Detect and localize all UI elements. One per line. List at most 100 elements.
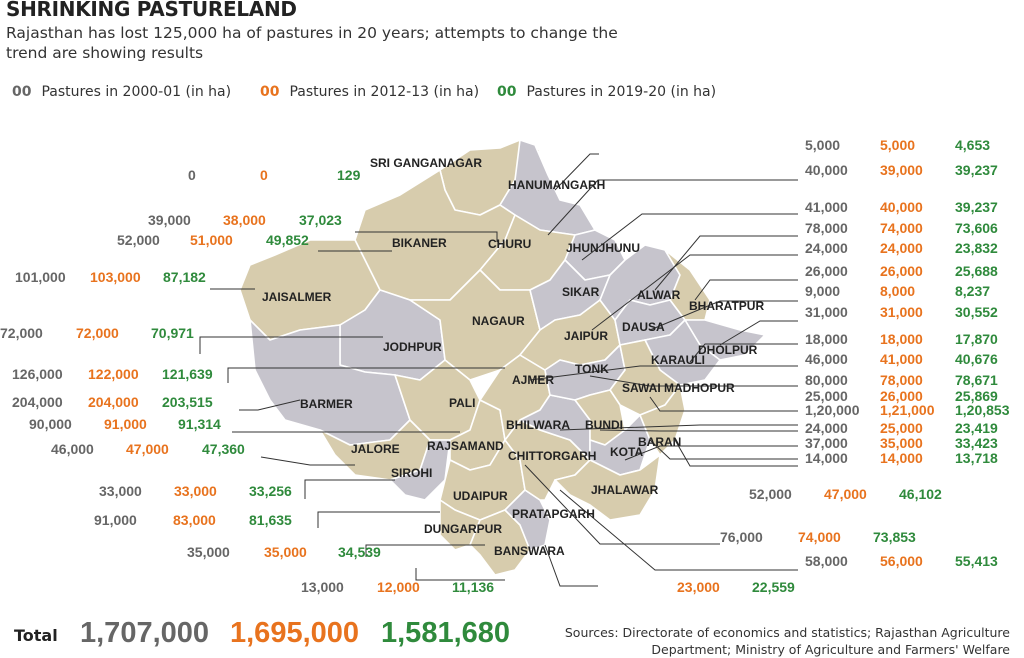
district-label-pratapgarh: PRATAPGARH	[512, 507, 595, 521]
district-label-sikar: SIKAR	[562, 285, 600, 299]
leader-line	[649, 439, 798, 460]
value-2000-dungarpur: 35,000	[187, 544, 230, 560]
leader-line	[694, 279, 798, 301]
leader-line	[317, 511, 440, 528]
leader-line	[227, 367, 505, 383]
total-label: Total	[14, 626, 58, 645]
value-2012-churu: 38,000	[223, 212, 266, 228]
leader-line	[355, 231, 498, 242]
leader-line	[199, 336, 383, 354]
value-2012-bikaner: 51,000	[190, 232, 233, 248]
value-2012-dholpur: 31,000	[880, 304, 923, 320]
leader-line	[589, 375, 798, 387]
value-2000-jaisalmer: 101,000	[15, 269, 66, 285]
value-2019-sirohi: 33,256	[249, 483, 292, 499]
district-label-nagaur: NAGAUR	[472, 314, 525, 328]
value-2000-churu: 39,000	[148, 212, 191, 228]
district-label-churu: CHURU	[488, 237, 532, 251]
chart-subtitle: Rajasthan has lost 125,000 ha of pasture…	[6, 24, 618, 62]
value-2019-kota: 33,423	[955, 435, 998, 451]
legend-marker-2019: 00	[497, 84, 517, 100]
legend-marker-2000: 00	[12, 84, 32, 100]
value-2019-pali: 91,314	[178, 416, 221, 432]
value-2019-jhunjhunu: 39,237	[955, 162, 998, 178]
value-2012-jaipur: 24,000	[880, 240, 923, 256]
leader-line	[544, 544, 598, 587]
value-2000-jalore: 46,000	[51, 441, 94, 457]
value-2000-hanumangarh: 5,000	[805, 137, 841, 153]
value-2000-baran: 14,000	[805, 450, 848, 466]
value-2000-rajsamand: 76,000	[720, 529, 763, 545]
value-2019-rajsamand: 73,853	[873, 529, 916, 545]
value-2012-barmer: 204,000	[88, 394, 139, 410]
value-2000-jodhpur: 72,000	[0, 325, 43, 341]
total-2000: 1,707,000	[80, 617, 210, 649]
value-2019-jaisalmer: 87,182	[163, 269, 206, 285]
district-label-bharatpur: BHARATPUR	[689, 299, 765, 313]
district-label-bhilwara: BHILWARA	[506, 418, 570, 432]
district-label-dholpur: DHOLPUR	[698, 343, 758, 357]
value-2012-jhunjhunu: 39,000	[880, 162, 923, 178]
leader-line	[689, 343, 798, 363]
district-label-baran: BARAN	[638, 435, 682, 449]
value-2012-alwar: 74,000	[880, 220, 923, 236]
value-2000-jhalawar: 52,000	[749, 486, 792, 502]
value-2019-bhilwara: 1,20,853	[955, 402, 1010, 418]
value-2012-jhalawar: 47,000	[824, 486, 867, 502]
value-2019-alwar: 73,606	[955, 220, 998, 236]
value-2012-sirohi: 33,000	[174, 483, 217, 499]
district-label-jhunjhunu: JHUNJHUNU	[566, 241, 641, 255]
value-2012-banswara: 12,000	[377, 579, 420, 595]
value-2000-bharatpur: 26,000	[805, 263, 848, 279]
district-label-jodhpur: JODHPUR	[383, 340, 442, 354]
district-label-tonk: TONK	[575, 362, 609, 376]
value-2012-dausa: 8,000	[880, 283, 916, 299]
value-2019-jaipur: 23,832	[955, 240, 998, 256]
value-2012-bundi: 25,000	[880, 420, 923, 436]
leader-line	[365, 544, 485, 557]
leader-line	[304, 479, 395, 499]
value-2019-pratapgarh: 22,559	[752, 579, 795, 595]
value-2000-bikaner: 52,000	[117, 232, 160, 248]
value-2019-dungarpur: 34,539	[338, 544, 381, 560]
value-2012-dungarpur: 35,000	[264, 544, 307, 560]
leader-line	[654, 235, 798, 291]
value-2000-sawai-madhopur: 25,000	[805, 388, 848, 404]
district-sirohi	[389, 439, 451, 501]
value-2012-jaisalmer: 103,000	[90, 269, 141, 285]
district-label-alwar: ALWAR	[637, 288, 681, 302]
value-2012-udaipur: 83,000	[173, 512, 216, 528]
district-label-bundi: BUNDI	[585, 418, 623, 432]
district-label-karauli: KARAULI	[651, 353, 705, 367]
value-2012-ajmer: 41,000	[880, 351, 923, 367]
value-2000-barmer: 204,000	[12, 394, 63, 410]
value-2012-jalore: 47,000	[126, 441, 169, 457]
value-2000-jaipur: 24,000	[805, 240, 848, 256]
value-2000-bundi: 24,000	[805, 420, 848, 436]
district-jhalawar	[554, 454, 661, 521]
value-2019-jalore: 47,360	[202, 441, 245, 457]
value-2000-chittorgarh: 58,000	[805, 553, 848, 569]
leader-line	[591, 254, 798, 331]
value-2019-banswara: 11,136	[452, 579, 495, 595]
district-label-kota: KOTA	[610, 445, 644, 459]
district-label-dausa: DAUSA	[622, 320, 665, 334]
legend-label-2000: Pastures in 2000-01 (in ha)	[41, 84, 232, 100]
value-2012-pratapgarh: 23,000	[677, 579, 720, 595]
value-2000-sirohi: 33,000	[99, 483, 142, 499]
value-2019-jodhpur: 70,971	[151, 325, 194, 341]
leader-line	[415, 568, 505, 581]
value-2019-baran: 13,718	[955, 450, 998, 466]
value-2019-karauli: 17,870	[955, 331, 998, 347]
legend-item-2000: 00 Pastures in 2000-01 (in ha)	[12, 84, 231, 104]
leader-line	[649, 300, 798, 331]
leader-line	[649, 396, 798, 412]
value-2019-chittorgarh: 55,413	[955, 553, 998, 569]
chart-title: SHRINKING PASTURELAND	[6, 0, 297, 21]
value-2012-karauli: 18,000	[880, 331, 923, 347]
value-2019-dholpur: 30,552	[955, 304, 998, 320]
value-2019-tonk: 78,671	[955, 372, 998, 388]
value-2019-nagaur: 121,639	[162, 366, 213, 382]
value-2000-dausa: 9,000	[805, 283, 841, 299]
